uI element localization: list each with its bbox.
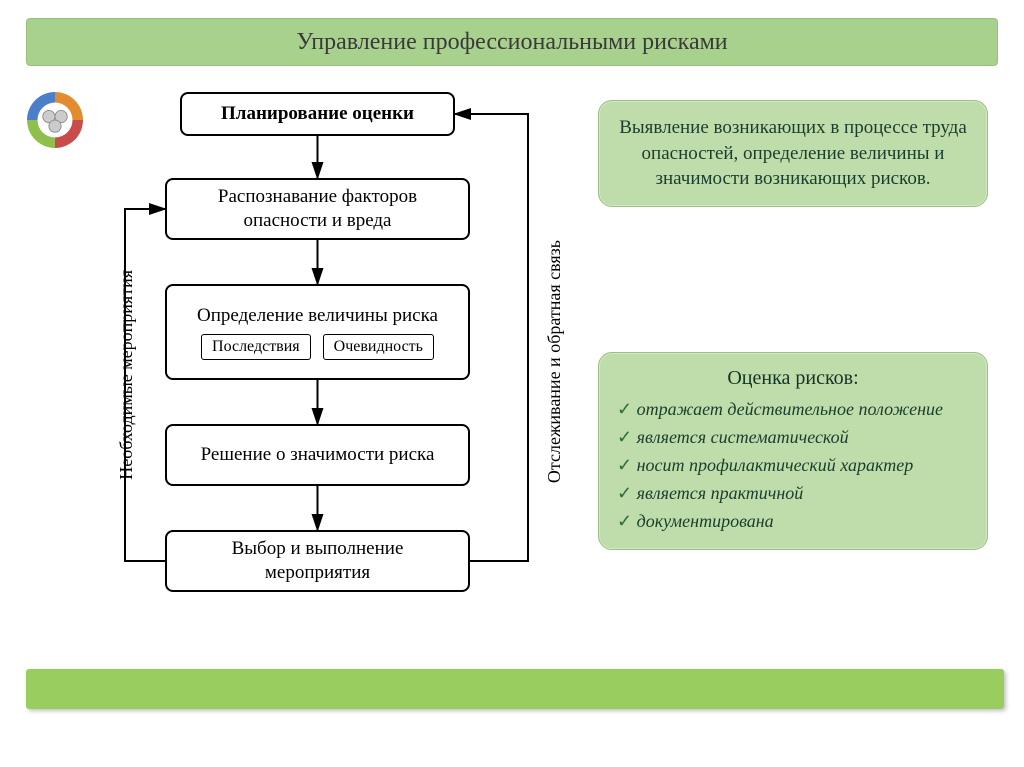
- footer-bar: [26, 669, 1004, 709]
- info-box-assessment: Оценка рисков: отражает действительное п…: [598, 352, 988, 550]
- info-list-item: носит профилактический характер: [617, 452, 969, 480]
- info-list-item: является практичной: [617, 480, 969, 508]
- flow-node-n3: Определение величины рискаПоследствияОче…: [165, 284, 470, 380]
- left-feedback-label: Необходимые мероприятия: [116, 270, 137, 480]
- flow-subnode: Очевидность: [323, 334, 434, 360]
- info-title: Оценка рисков:: [617, 367, 969, 390]
- info-list: отражает действительное положениеявляетс…: [617, 396, 969, 535]
- info-text: Выявление возникающих в процессе труда о…: [617, 115, 969, 192]
- page-title: Управление профессиональными рисками: [26, 18, 998, 66]
- flow-node-n2: Распознавание факторов опасности и вреда: [165, 178, 470, 240]
- info-box-definition: Выявление возникающих в процессе труда о…: [598, 100, 988, 207]
- flow-subnode: Последствия: [201, 334, 311, 360]
- pdca-cycle-icon: [10, 85, 100, 155]
- info-list-item: документирована: [617, 508, 969, 536]
- flow-node-n1: Планирование оценки: [180, 92, 455, 136]
- info-list-item: отражает действительное положение: [617, 396, 969, 424]
- flow-node-n4: Решение о значимости риска: [165, 424, 470, 486]
- info-list-item: является систематической: [617, 424, 969, 452]
- right-feedback-label: Отслеживание и обратная связь: [544, 240, 565, 483]
- flowchart: Планирование оценки Распознавание факторо…: [165, 92, 525, 622]
- flow-node-n5: Выбор и выполнение мероприятия: [165, 530, 470, 592]
